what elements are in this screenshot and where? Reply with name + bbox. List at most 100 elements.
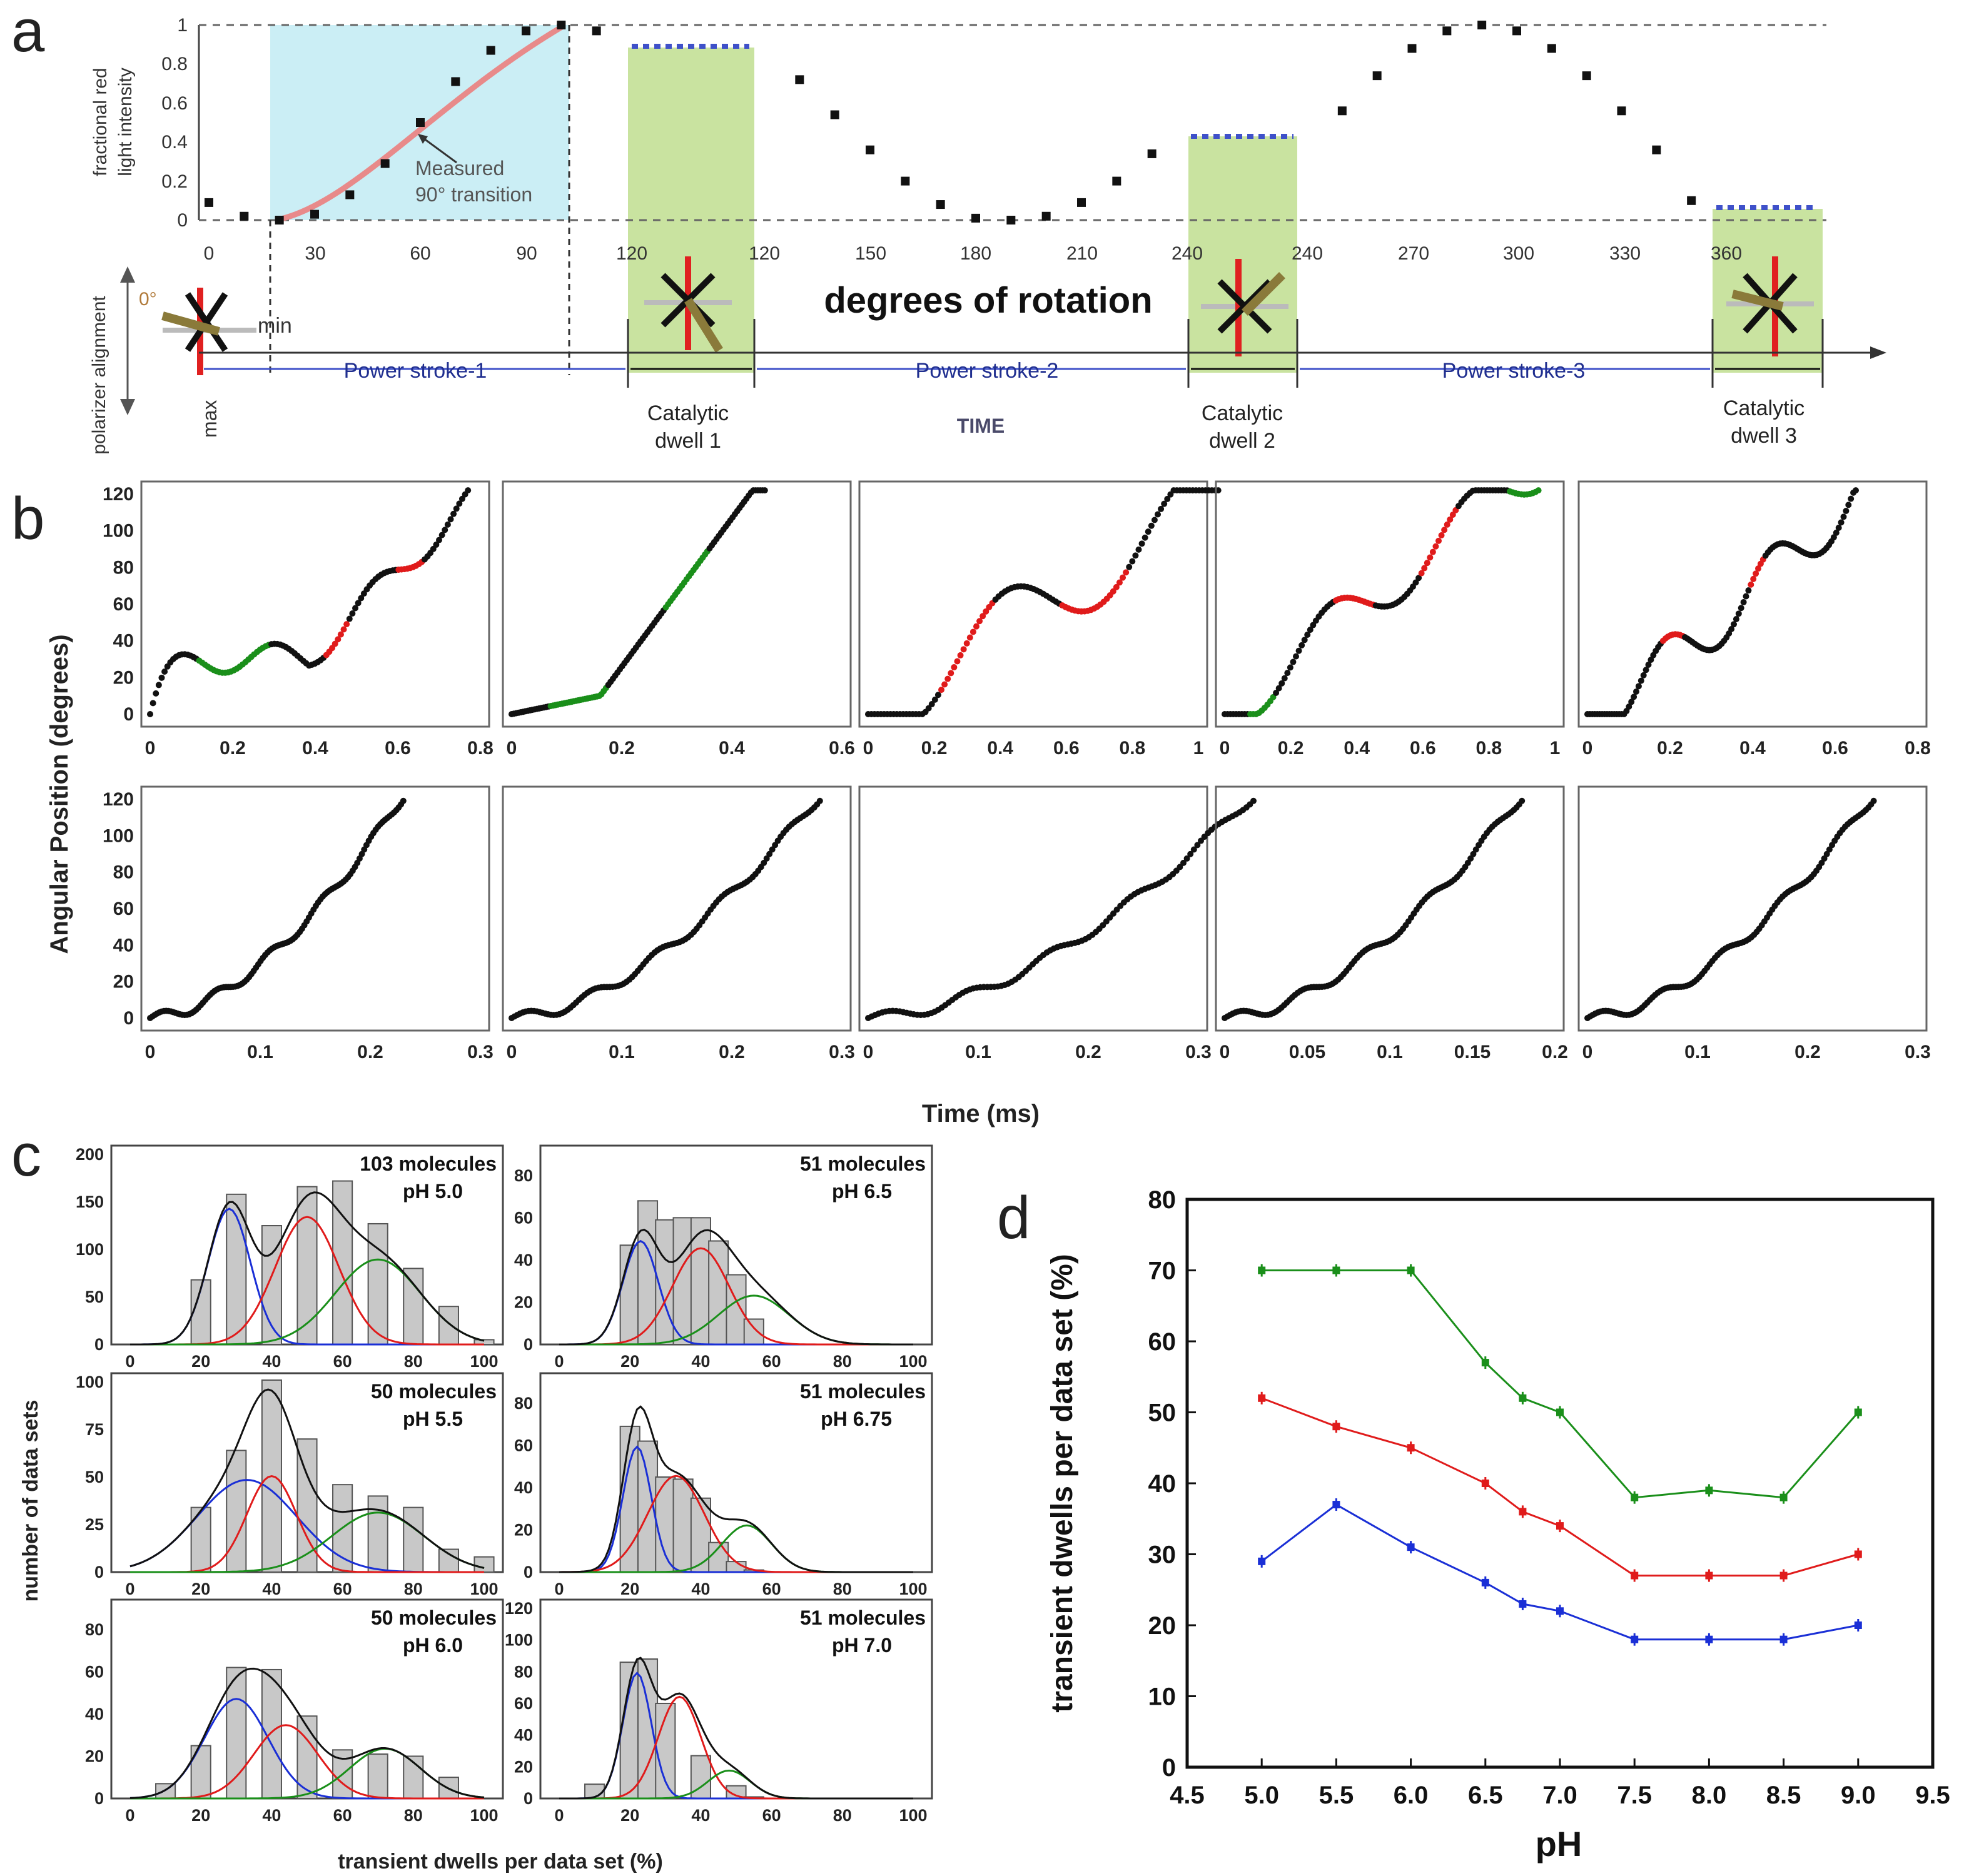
b-trace-point bbox=[1290, 658, 1297, 665]
b-trace-point bbox=[1447, 516, 1454, 523]
b-trace-point bbox=[1427, 554, 1434, 561]
b-trace-point bbox=[1631, 693, 1637, 700]
c-total-fit bbox=[129, 1388, 485, 1569]
a-point bbox=[1337, 106, 1347, 116]
b-trace-point bbox=[973, 623, 979, 630]
c-fit-curve bbox=[559, 1695, 913, 1800]
b-trace-point bbox=[335, 636, 342, 643]
b-trace-point bbox=[433, 542, 440, 548]
b-xtick: 0.4 bbox=[719, 738, 745, 759]
a-xtick: 270 bbox=[1398, 243, 1429, 264]
b-xtick: 0.2 bbox=[1278, 738, 1304, 759]
b-xtick: 0.1 bbox=[247, 1042, 273, 1062]
b-trace-point bbox=[1635, 683, 1642, 690]
c-ytick: 80 bbox=[514, 1662, 533, 1681]
b-xtick: 0.8 bbox=[1476, 738, 1502, 759]
b-xtick: 0.2 bbox=[357, 1042, 383, 1062]
b-trace-point bbox=[1449, 512, 1456, 518]
b-trace-point bbox=[944, 675, 951, 682]
b-trace-point bbox=[1123, 569, 1130, 576]
zero-degree-label: 0° bbox=[139, 289, 157, 310]
a-point bbox=[1687, 196, 1696, 205]
b-subplot-frame bbox=[502, 785, 852, 1032]
d-point bbox=[1258, 1266, 1266, 1274]
b-trace-point bbox=[358, 595, 365, 602]
b-subplot-frame bbox=[140, 480, 490, 728]
power-stroke-2: Power stroke-2 bbox=[916, 359, 1059, 383]
c-total-fit bbox=[130, 1191, 485, 1346]
b-trace-point bbox=[1158, 505, 1165, 512]
panel-d-label: d bbox=[997, 1184, 1030, 1251]
b-xtick: 0.15 bbox=[1454, 1042, 1491, 1062]
b-xtick: 0 bbox=[1220, 738, 1230, 759]
d-point bbox=[1854, 1550, 1862, 1558]
c-fit-curve bbox=[559, 1672, 913, 1800]
b-xtick: 0.6 bbox=[1053, 738, 1080, 759]
b-xtick: 0 bbox=[1220, 1042, 1230, 1062]
d-point bbox=[1407, 1444, 1415, 1452]
c-bar bbox=[438, 1548, 459, 1573]
b-trace-point bbox=[1432, 543, 1439, 550]
b-trace-point bbox=[934, 692, 941, 698]
a-xtick: 120 bbox=[749, 243, 780, 264]
c-ytick: 25 bbox=[85, 1515, 104, 1534]
b-trace-point bbox=[966, 634, 973, 641]
c-total-fit bbox=[129, 1667, 485, 1799]
a-point bbox=[1041, 211, 1051, 221]
c-ytick: 75 bbox=[85, 1420, 104, 1439]
a-point bbox=[1006, 216, 1016, 224]
c-xtick: 60 bbox=[333, 1806, 352, 1825]
b-trace-point bbox=[1418, 570, 1425, 577]
c-bar bbox=[190, 1506, 211, 1573]
b-trace-point bbox=[1138, 540, 1145, 547]
b-xtick: 0.3 bbox=[467, 1042, 494, 1062]
b-trace-point bbox=[456, 500, 463, 507]
b-ytick: 60 bbox=[113, 899, 134, 919]
c-ytick: 40 bbox=[514, 1726, 533, 1745]
b-trace-point bbox=[1194, 842, 1201, 849]
b-trace-point bbox=[1745, 587, 1752, 594]
c-ytick: 0 bbox=[524, 1789, 533, 1808]
b-trace-point bbox=[948, 670, 954, 677]
b-xtick: 0.2 bbox=[1542, 1042, 1568, 1062]
b-trace-point bbox=[1151, 517, 1158, 523]
b-trace-point bbox=[1755, 565, 1761, 572]
b-trace-point bbox=[928, 701, 935, 708]
d-xtick: 8.5 bbox=[1766, 1782, 1801, 1809]
b-trace-point bbox=[976, 618, 983, 625]
b-xtick: 0.1 bbox=[1377, 1042, 1403, 1062]
b-trace-point bbox=[969, 628, 976, 635]
b-trace-point bbox=[1628, 698, 1635, 705]
a-point bbox=[971, 213, 980, 223]
a-point bbox=[795, 75, 804, 84]
c-bar bbox=[296, 1186, 318, 1346]
b-xtick: 0.05 bbox=[1289, 1042, 1325, 1062]
c-xtick: 20 bbox=[191, 1580, 210, 1598]
a-point bbox=[592, 26, 601, 36]
a-point bbox=[1477, 21, 1487, 29]
b-trace-point bbox=[1535, 487, 1542, 494]
b-xtick: 0 bbox=[863, 738, 874, 759]
c-ytick: 20 bbox=[514, 1293, 533, 1311]
b-subplot-frame bbox=[1577, 480, 1928, 728]
a-y-ticks: 1 0.8 0.6 0.4 0.2 0 bbox=[161, 15, 188, 231]
d-ytick: 80 bbox=[1148, 1186, 1177, 1214]
c-ytick: 0 bbox=[94, 1789, 104, 1808]
d-xtick: 6.0 bbox=[1394, 1782, 1429, 1809]
a-ytick: 0.6 bbox=[161, 93, 188, 114]
b-trace-point bbox=[158, 674, 165, 681]
c-ytick: 0 bbox=[524, 1563, 533, 1581]
c-xtick: 80 bbox=[404, 1580, 423, 1598]
a-point bbox=[830, 110, 839, 119]
b-trace-point bbox=[1748, 581, 1754, 588]
b-trace-point bbox=[1438, 532, 1445, 539]
b-trace-point bbox=[1145, 528, 1152, 535]
c-ytick: 200 bbox=[76, 1145, 104, 1164]
b-trace-point bbox=[1640, 672, 1647, 678]
b-trace-point bbox=[1444, 521, 1450, 528]
d-point bbox=[1779, 1493, 1788, 1501]
d-xtick: 4.5 bbox=[1170, 1782, 1205, 1809]
b-trace-point bbox=[1126, 563, 1133, 570]
b-trace-point bbox=[1278, 680, 1285, 687]
b-trace-point bbox=[1823, 850, 1830, 857]
